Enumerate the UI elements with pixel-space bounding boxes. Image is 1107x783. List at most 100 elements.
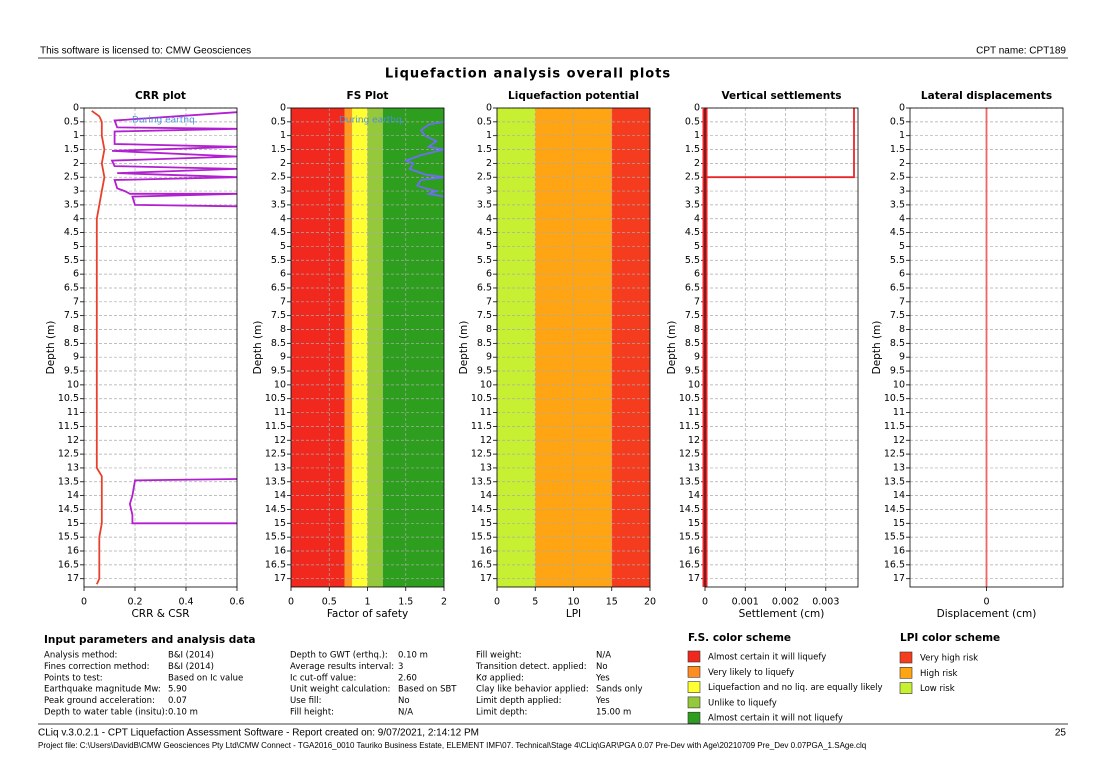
y-tick-label: 10.5 <box>471 393 492 404</box>
cpt-name: CPT name: CPT189 <box>976 46 1066 57</box>
param-label: Limit depth applied: <box>476 696 561 706</box>
y-tick-label: 13.5 <box>471 476 492 487</box>
software-line: CLiq v.3.0.2.1 - CPT Liquefaction Assess… <box>38 728 479 739</box>
y-tick-label: 7 <box>486 296 492 307</box>
y-tick-label: 11.5 <box>471 421 492 432</box>
scheme-swatch <box>687 711 701 724</box>
y-tick-label: 9 <box>73 352 79 363</box>
param-value: B&I (2014) <box>168 651 214 661</box>
y-tick-label: 1 <box>73 130 79 141</box>
y-tick-label: 13 <box>274 462 286 473</box>
y-tick-label: 0.5 <box>64 116 79 127</box>
y-tick-label: 16 <box>67 546 79 557</box>
y-tick-label: 10 <box>67 379 79 390</box>
y-tick-label: 3.5 <box>271 199 286 210</box>
y-tick-label: 2.5 <box>890 172 905 183</box>
y-tick-label: 9 <box>486 352 492 363</box>
y-tick-label: 4 <box>486 213 492 224</box>
y-tick-label: 1.5 <box>64 144 79 155</box>
y-tick-label: 12 <box>893 435 905 446</box>
param-value: Yes <box>595 696 610 706</box>
param-value: B&I (2014) <box>168 662 214 672</box>
y-axis-label: Depth (m) <box>45 321 57 375</box>
risk-band <box>291 108 345 587</box>
y-tick-label: 17 <box>480 573 492 584</box>
y-tick-label: 13 <box>67 462 79 473</box>
param-value: N/A <box>398 708 413 718</box>
param-label: Fill height: <box>290 708 334 718</box>
x-tick-label: 0 <box>702 597 708 608</box>
y-tick-label: 14.5 <box>679 504 700 515</box>
y-tick-label: 4 <box>899 213 905 224</box>
plot-frame <box>83 107 238 588</box>
y-tick-label: 8.5 <box>64 338 79 349</box>
y-tick-label: 9.5 <box>685 366 700 377</box>
x-tick-label: 0.6 <box>229 597 244 608</box>
y-tick-label: 9 <box>899 352 905 363</box>
plot-frame <box>496 107 651 588</box>
y-tick-label: 15.5 <box>58 532 79 543</box>
y-tick-label: 16.5 <box>471 559 492 570</box>
x-tick-label: 0.5 <box>322 597 337 608</box>
y-tick-label: 6 <box>486 269 492 280</box>
y-tick-label: 0 <box>486 103 492 114</box>
param-label: Use fill: <box>290 696 322 706</box>
y-tick-label: 5 <box>694 241 700 252</box>
y-tick-label: 13.5 <box>58 476 79 487</box>
x-tick-label: 20 <box>644 597 656 608</box>
param-label: Limit depth: <box>476 708 527 718</box>
y-tick-label: 10 <box>480 379 492 390</box>
y-tick-label: 11.5 <box>884 421 905 432</box>
y-tick-label: 10.5 <box>884 393 905 404</box>
y-tick-label: 15 <box>893 518 905 529</box>
y-tick-label: 2 <box>280 158 286 169</box>
y-tick-label: 16 <box>480 546 492 557</box>
y-tick-label: 4 <box>694 213 700 224</box>
y-tick-label: 8 <box>899 324 905 335</box>
scheme-swatch <box>687 665 701 678</box>
y-tick-label: 7.5 <box>271 310 286 321</box>
scheme-swatch <box>687 681 701 693</box>
y-tick-label: 2.5 <box>271 172 286 183</box>
param-label: Analysis method: <box>44 651 117 661</box>
scheme-label: Very high risk <box>920 654 978 664</box>
y-tick-label: 8.5 <box>685 338 700 349</box>
y-tick-label: 9 <box>694 352 700 363</box>
param-value: No <box>596 662 608 672</box>
y-tick-label: 8.5 <box>477 338 492 349</box>
y-tick-label: 5 <box>73 241 79 252</box>
y-tick-label: 17 <box>688 573 700 584</box>
y-tick-label: 6 <box>899 269 905 280</box>
data-line <box>705 108 855 179</box>
y-tick-label: 13 <box>688 462 700 473</box>
y-tick-label: 15 <box>480 518 492 529</box>
y-tick-label: 10 <box>688 379 700 390</box>
y-tick-label: 10.5 <box>265 393 286 404</box>
y-tick-label: 7.5 <box>477 310 492 321</box>
y-tick-label: 10.5 <box>58 393 79 404</box>
y-tick-label: 0.5 <box>477 116 492 127</box>
param-value: Based on SBT <box>398 685 457 695</box>
params-title: Input parameters and analysis data <box>44 634 255 646</box>
lpi-scheme-title: LPI color scheme <box>900 632 1000 644</box>
y-tick-label: 1 <box>694 130 700 141</box>
license: This software is licensed to: CMW Geosci… <box>40 46 251 57</box>
annotation: During earthq. <box>132 116 198 126</box>
y-tick-label: 7 <box>73 296 79 307</box>
param-value: N/A <box>596 651 611 661</box>
y-tick-label: 15.5 <box>884 532 905 543</box>
y-tick-label: 15.5 <box>471 532 492 543</box>
x-tick-label: 2 <box>441 597 447 608</box>
risk-band <box>344 108 353 587</box>
param-label: Unit weight calculation: <box>290 685 390 695</box>
y-tick-label: 11 <box>893 407 905 418</box>
y-tick-label: 17 <box>893 573 905 584</box>
y-tick-label: 6.5 <box>64 282 79 293</box>
y-tick-label: 16 <box>893 546 905 557</box>
y-tick-label: 13 <box>480 462 492 473</box>
param-label: Depth to GWT (erthq.): <box>290 651 388 661</box>
y-tick-label: 11.5 <box>265 421 286 432</box>
y-tick-label: 14 <box>274 490 286 501</box>
data-line <box>110 111 238 525</box>
x-axis-label: Displacement (cm) <box>937 608 1037 620</box>
